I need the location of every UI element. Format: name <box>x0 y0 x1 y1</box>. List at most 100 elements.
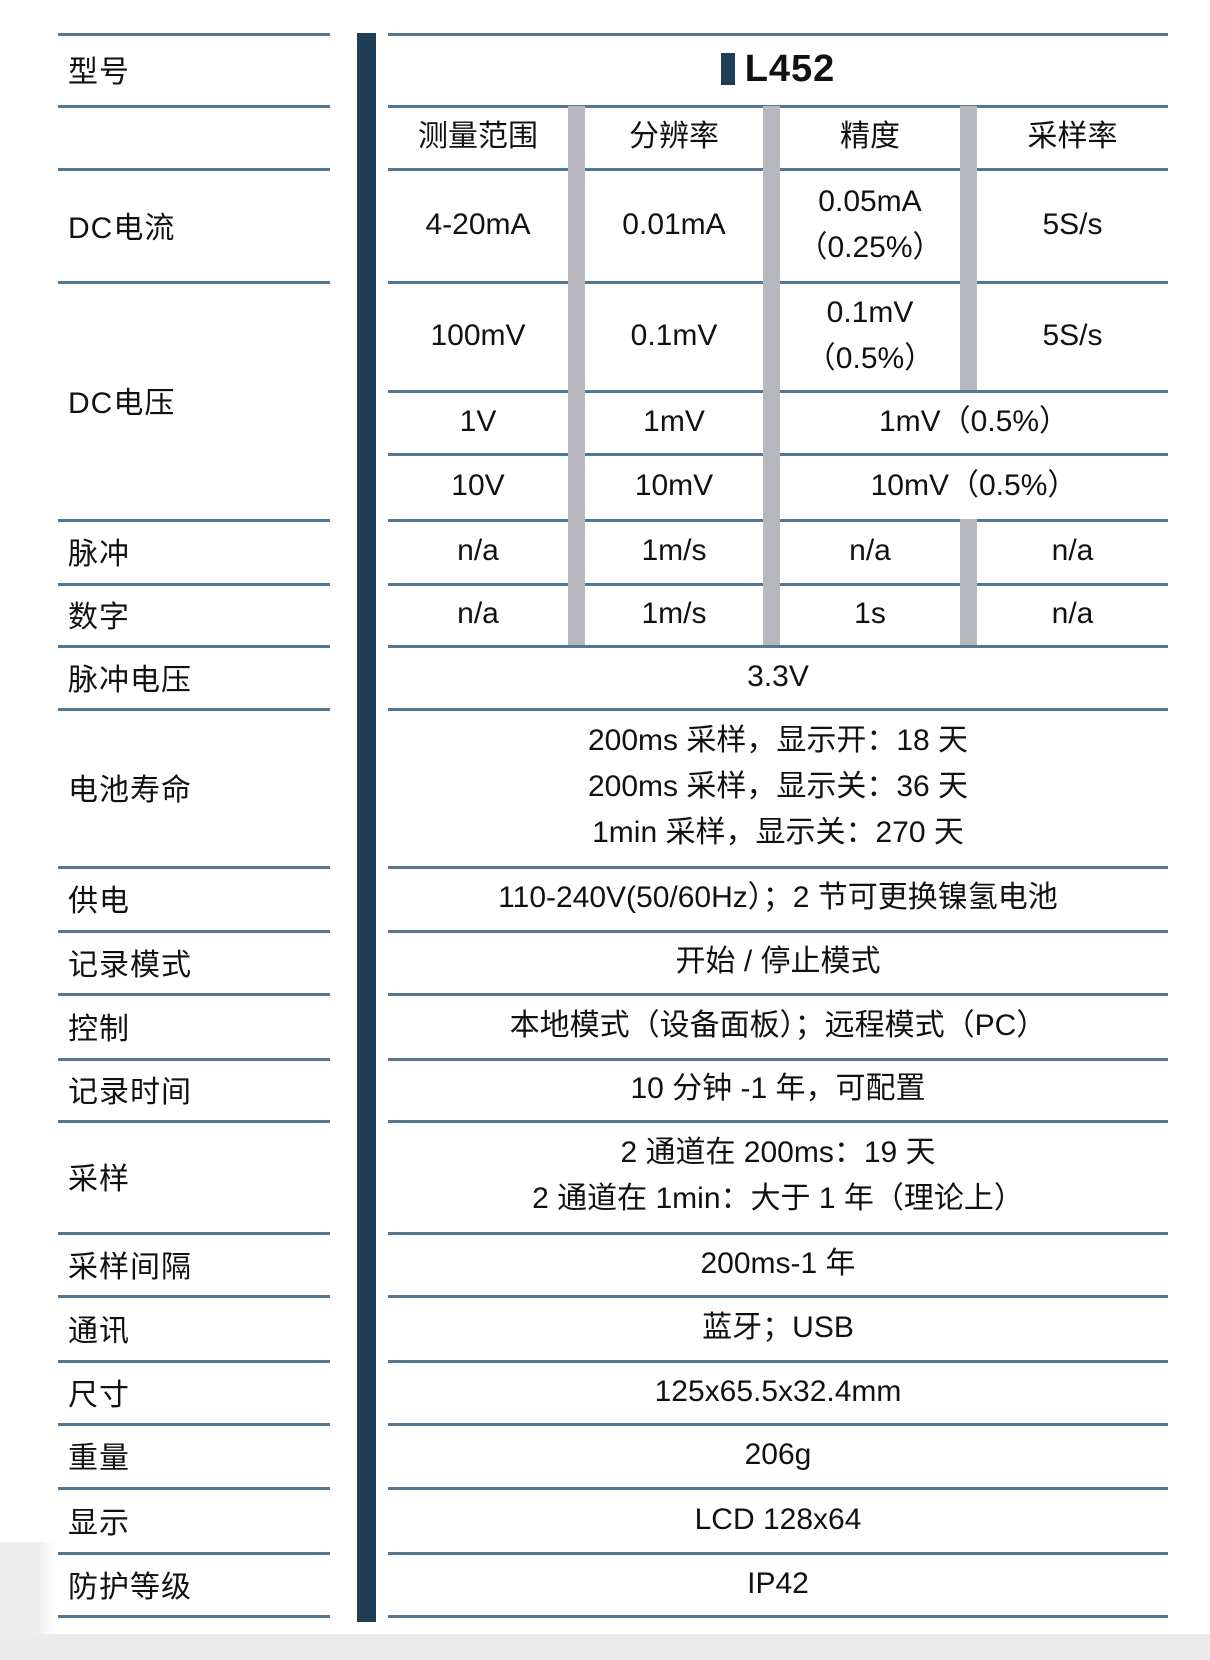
h-divider <box>388 930 1168 933</box>
footer-band <box>0 1634 1210 1660</box>
dc-current-accuracy-percent: （0.25%） <box>797 230 943 264</box>
h-divider <box>58 1552 330 1555</box>
digital-accuracy: 1s <box>854 597 886 630</box>
power-value: 110-240V(50/60Hz）；2 节可更换镍氢电池 <box>498 881 1058 914</box>
row-label-control: 控制 <box>68 1012 130 1046</box>
protection-value: IP42 <box>747 1566 809 1600</box>
row-label-communication: 通讯 <box>68 1314 130 1348</box>
dimensions-value: 125x65.5x32.4mm <box>654 1374 902 1408</box>
battery-life-line3: 1min 采样，显示关：270 天 <box>592 816 964 849</box>
sampling-value: 2 通道在 200ms：19 天 2 通道在 1min：大于 1 年（理论上） <box>388 1120 1168 1232</box>
communication-value: 蓝牙；USB <box>702 1310 854 1344</box>
sampling-line1: 2 通道在 200ms：19 天 <box>620 1136 936 1169</box>
model-bullet-icon <box>720 53 735 85</box>
model-value: L452 <box>744 47 836 90</box>
row-label-dimensions: 尺寸 <box>68 1378 130 1412</box>
h-divider <box>388 1295 1168 1298</box>
h-divider <box>388 1058 1168 1061</box>
h-divider <box>388 645 1168 648</box>
h-divider <box>58 1615 330 1618</box>
row-label-sampling: 采样 <box>68 1163 130 1196</box>
battery-life-line2: 200ms 采样，显示关：36 天 <box>587 770 969 803</box>
weight-value: 206g <box>744 1438 812 1471</box>
h-divider <box>58 168 330 171</box>
v-separator <box>960 106 977 390</box>
battery-life-line1: 200ms 采样，显示开：18 天 <box>587 724 969 757</box>
h-divider <box>58 1360 330 1363</box>
row-label-dc-current: DC电流 <box>68 211 176 245</box>
record-time-value: 10 分钟 -1 年，可配置 <box>630 1072 926 1105</box>
model-header: L452 <box>388 33 1168 105</box>
h-divider <box>58 1058 330 1061</box>
h-divider <box>388 1552 1168 1555</box>
h-divider <box>58 1120 330 1123</box>
control-value: 本地模式（设备面板）；远程模式（PC） <box>509 1008 1047 1042</box>
v-separator <box>763 106 780 645</box>
row-label-battery-life: 电池寿命 <box>68 774 192 807</box>
dc-voltage-r2-resolution: 1mV <box>643 404 705 438</box>
dc-voltage-r1-accuracy: 0.1mV （0.5%） <box>780 281 960 390</box>
dc-voltage-r1-rate: 5S/s <box>1042 318 1103 352</box>
digital-rate: n/a <box>1051 597 1094 630</box>
dc-current-rate: 5S/s <box>1042 207 1103 241</box>
col-header-range: 测量范围 <box>418 120 538 153</box>
dc-voltage-r1-accuracy-percent: （0.5%） <box>805 341 935 375</box>
row-label-record-time: 记录时间 <box>68 1076 192 1109</box>
col-header-resolution: 分辨率 <box>629 120 719 153</box>
battery-life-value: 200ms 采样，显示开：18 天 200ms 采样，显示关：36 天 1min… <box>388 708 1168 866</box>
h-divider <box>58 1487 330 1490</box>
h-divider <box>388 1423 1168 1426</box>
sample-interval-value: 200ms-1 年 <box>700 1246 856 1280</box>
pulse-rate: n/a <box>1051 534 1094 567</box>
h-divider <box>58 993 330 996</box>
row-label-pulse-voltage: 脉冲电压 <box>68 663 192 697</box>
h-divider <box>58 583 330 586</box>
record-mode-value: 开始 / 停止模式 <box>675 944 881 978</box>
row-label-dc-voltage: DC电压 <box>68 387 176 420</box>
v-separator <box>960 519 977 645</box>
dc-voltage-r3-resolution: 10mV <box>634 469 714 502</box>
pulse-accuracy: n/a <box>849 534 891 567</box>
h-divider <box>58 866 330 869</box>
dc-voltage-r1-range: 100mV <box>430 318 526 352</box>
dc-voltage-r3-range: 10V <box>451 469 505 502</box>
h-divider <box>58 1423 330 1426</box>
h-divider <box>58 519 330 522</box>
pulse-range: n/a <box>457 534 499 567</box>
vertical-accent-bar <box>357 33 376 1622</box>
dc-voltage-r1-resolution: 0.1mV <box>630 318 718 352</box>
h-divider <box>388 708 1168 711</box>
row-label-pulse: 脉冲 <box>68 538 130 571</box>
dc-voltage-r3-accuracy-rate: 10mV（0.5%） <box>870 469 1078 502</box>
dc-voltage-r1-accuracy-value: 0.1mV <box>826 295 914 329</box>
col-header-sample-rate: 采样率 <box>1027 120 1118 153</box>
row-label-protection: 防护等级 <box>68 1570 192 1604</box>
h-divider <box>58 281 330 284</box>
digital-resolution: 1m/s <box>641 597 707 630</box>
row-label-weight: 重量 <box>68 1442 130 1475</box>
h-divider <box>388 993 1168 996</box>
dc-voltage-r2-range: 1V <box>459 404 497 438</box>
row-label-power: 供电 <box>68 885 130 918</box>
row-label-digital: 数字 <box>68 601 130 634</box>
row-label-display: 显示 <box>68 1506 130 1540</box>
h-divider <box>388 33 1168 36</box>
row-label-record-mode: 记录模式 <box>68 948 192 982</box>
pulse-resolution: 1m/s <box>641 534 707 567</box>
h-divider <box>388 866 1168 869</box>
display-value: LCD 128x64 <box>694 1502 862 1536</box>
row-label-model: 型号 <box>68 56 130 89</box>
h-divider <box>58 930 330 933</box>
h-divider <box>388 1120 1168 1123</box>
h-divider <box>58 105 330 108</box>
h-divider <box>388 1360 1168 1363</box>
row-label-sample-interval: 采样间隔 <box>68 1250 192 1284</box>
h-divider <box>58 33 330 36</box>
dc-current-accuracy: 0.05mA （0.25%） <box>780 168 960 281</box>
h-divider <box>58 645 330 648</box>
dc-current-resolution: 0.01mA <box>622 207 726 241</box>
h-divider <box>388 1232 1168 1235</box>
digital-range: n/a <box>457 597 499 630</box>
v-separator <box>568 106 585 645</box>
